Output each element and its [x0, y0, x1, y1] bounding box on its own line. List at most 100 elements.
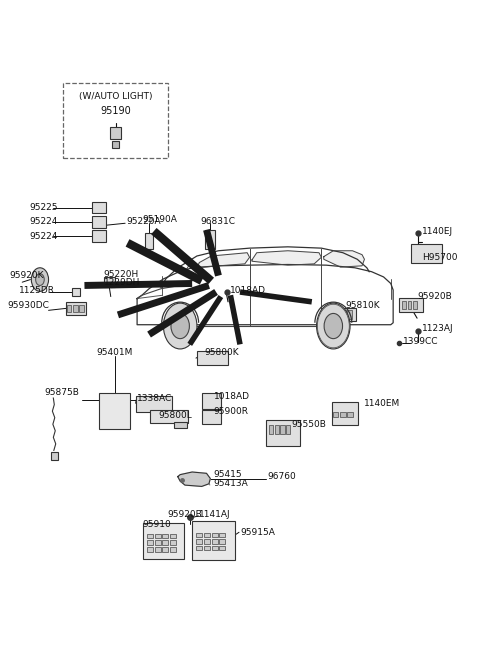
Bar — [147, 547, 153, 552]
Bar — [162, 534, 168, 539]
Text: H95700: H95700 — [422, 253, 457, 262]
Text: 1125DR: 1125DR — [19, 285, 55, 295]
Bar — [212, 533, 217, 537]
Text: 1141AJ: 1141AJ — [199, 510, 231, 519]
Bar — [92, 201, 106, 213]
Bar — [408, 301, 411, 309]
Bar — [155, 547, 160, 552]
Text: 96831C: 96831C — [201, 216, 236, 226]
Text: 95800L: 95800L — [158, 411, 192, 420]
Bar — [99, 393, 130, 429]
Text: 1399CC: 1399CC — [403, 337, 438, 346]
Bar — [147, 534, 153, 539]
Text: 1229DH: 1229DH — [104, 277, 140, 287]
Bar — [79, 305, 84, 312]
Bar — [348, 412, 353, 417]
Bar — [333, 412, 338, 417]
Text: 95915A: 95915A — [240, 527, 275, 537]
Bar — [212, 546, 217, 550]
Bar — [347, 310, 352, 319]
Text: 95920K: 95920K — [9, 271, 44, 280]
Circle shape — [31, 268, 48, 291]
Text: 95920B: 95920B — [167, 510, 202, 519]
Circle shape — [317, 303, 350, 349]
Text: 95190A: 95190A — [142, 215, 177, 224]
Bar — [136, 396, 172, 412]
Bar — [196, 546, 202, 550]
Bar — [411, 243, 442, 263]
Bar — [162, 547, 168, 552]
Bar — [275, 425, 279, 434]
Bar — [170, 534, 176, 539]
Bar — [204, 539, 210, 544]
Circle shape — [163, 303, 197, 349]
Text: 95220A: 95220A — [127, 217, 161, 226]
Bar — [174, 422, 187, 428]
Text: 95810K: 95810K — [345, 300, 380, 310]
Bar — [104, 277, 115, 287]
Bar — [219, 539, 225, 544]
Bar — [110, 127, 121, 139]
Bar — [402, 301, 406, 309]
Bar — [335, 310, 339, 319]
Bar — [204, 533, 210, 537]
Bar — [266, 420, 300, 446]
Bar — [170, 547, 176, 552]
Polygon shape — [324, 251, 364, 267]
Bar — [67, 305, 72, 312]
Polygon shape — [197, 253, 250, 268]
Bar — [73, 305, 77, 312]
Bar — [219, 546, 225, 550]
Bar — [112, 140, 120, 148]
Bar — [196, 533, 202, 537]
Bar — [341, 310, 346, 319]
Bar — [63, 83, 168, 158]
Text: (W/AUTO LIGHT): (W/AUTO LIGHT) — [79, 92, 152, 100]
Circle shape — [324, 314, 343, 338]
Bar — [155, 541, 160, 545]
Polygon shape — [178, 472, 210, 486]
Bar — [280, 425, 285, 434]
Bar — [145, 233, 154, 249]
Text: 1338AC: 1338AC — [137, 394, 172, 403]
Bar — [155, 534, 160, 539]
Text: 1018AD: 1018AD — [214, 392, 250, 401]
Bar — [212, 539, 217, 544]
Bar — [150, 410, 188, 423]
Text: 1140EJ: 1140EJ — [422, 226, 453, 236]
Text: 95800K: 95800K — [204, 348, 239, 357]
Bar — [170, 541, 176, 545]
Bar — [204, 546, 210, 550]
Bar — [197, 351, 228, 365]
Text: 96760: 96760 — [268, 472, 297, 481]
Bar — [192, 521, 235, 560]
Bar — [219, 533, 225, 537]
Text: 1018AD: 1018AD — [230, 285, 266, 295]
Text: 95413A: 95413A — [214, 479, 249, 487]
Circle shape — [36, 274, 44, 285]
Bar — [286, 425, 290, 434]
Bar — [196, 539, 202, 544]
Bar — [72, 288, 80, 296]
Text: 95220H: 95220H — [104, 270, 139, 279]
Polygon shape — [252, 251, 322, 265]
Bar — [269, 425, 273, 434]
Bar — [143, 523, 184, 559]
Text: 95224: 95224 — [29, 217, 58, 226]
Text: 95415: 95415 — [214, 470, 242, 479]
Bar — [399, 298, 423, 312]
Bar — [162, 541, 168, 545]
Bar — [333, 308, 356, 321]
Text: 1140EM: 1140EM — [364, 399, 401, 408]
Circle shape — [171, 314, 190, 338]
Text: 95900R: 95900R — [214, 407, 249, 417]
Text: 95225: 95225 — [29, 203, 58, 212]
Text: 1123AJ: 1123AJ — [422, 324, 454, 333]
Bar — [202, 411, 221, 424]
Text: 95224: 95224 — [29, 232, 58, 241]
Bar — [413, 301, 417, 309]
Text: 95920B: 95920B — [417, 292, 452, 301]
Text: 95875B: 95875B — [45, 388, 80, 397]
Bar — [340, 412, 346, 417]
Bar — [92, 216, 106, 228]
